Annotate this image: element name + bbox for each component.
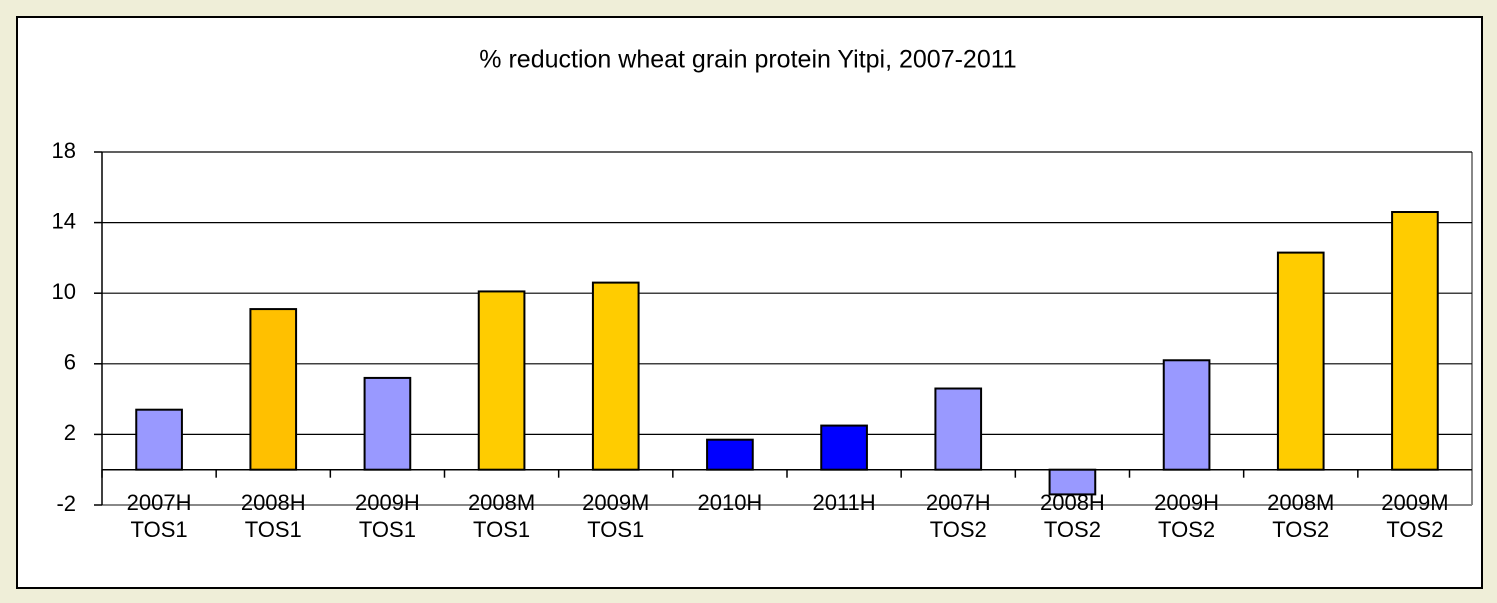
y-tick-label: 10 [52,279,76,304]
x-tick-label: TOS2 [1386,517,1443,542]
bar [363,376,412,471]
bar [477,290,526,471]
x-tick-label: 2009H [355,490,420,515]
x-tick-label: TOS1 [473,517,530,542]
y-tick-label: 14 [52,208,76,233]
bar [1391,211,1439,471]
x-tick-label: 2007H [926,490,991,515]
bar [820,424,868,471]
x-tick-label: TOS2 [1044,517,1101,542]
x-tick-label: 2008H [241,490,306,515]
bar [1276,251,1325,471]
y-tick-label: -2 [56,491,76,516]
x-tick-label: 2011H [812,490,875,515]
bar [1048,468,1097,496]
x-tick-label: 2009M [582,490,649,515]
x-tick-label: 2008H [1040,490,1105,515]
y-tick-label: 6 [64,350,76,375]
x-tick-label: 2010H [697,490,762,515]
chart-title: % reduction wheat grain protein Yitpi, 2… [479,46,1016,74]
x-tick-label: TOS1 [245,517,302,542]
bar [934,387,983,471]
x-tick-label: TOS1 [359,517,416,542]
bar [591,281,640,471]
y-tick-label: 18 [52,138,76,163]
bar [706,438,754,471]
x-tick-label: TOS1 [131,517,188,542]
bar [135,408,183,471]
bar [249,308,298,471]
x-tick-label: 2009M [1381,490,1448,515]
x-tick-label: 2008M [1267,490,1334,515]
x-tick-label: TOS2 [930,517,987,542]
y-tick-label: 2 [64,420,76,445]
bar [1162,359,1211,471]
x-tick-label: TOS1 [587,517,644,542]
x-tick-label: 2007H [127,490,192,515]
x-tick-label: TOS2 [1272,517,1329,542]
chart-frame [16,16,1483,589]
x-tick-label: 2008M [468,490,535,515]
x-tick-label: TOS2 [1158,517,1215,542]
x-tick-label: 2009H [1154,490,1219,515]
